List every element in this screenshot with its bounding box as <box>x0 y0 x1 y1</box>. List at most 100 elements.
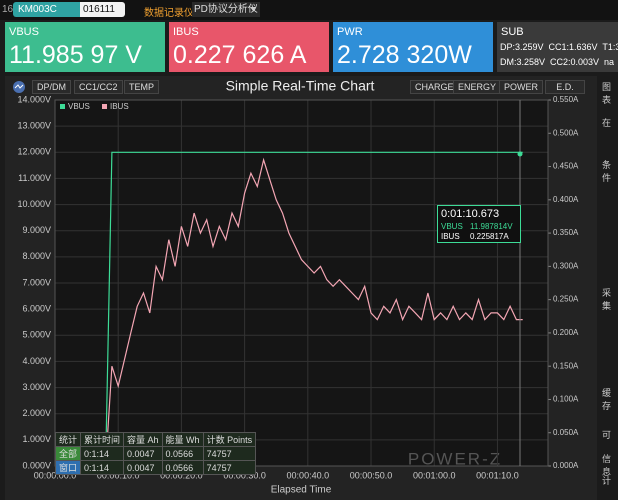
sidebar-label: 缓存 <box>602 388 612 411</box>
x-tick-label: 00:00:10.0 <box>97 470 140 480</box>
y2-tick-label: 0.300A <box>553 261 579 270</box>
toolbar-button[interactable]: DP/DM <box>32 80 71 94</box>
top-bar <box>0 0 618 20</box>
tile-label: SUB <box>501 26 524 38</box>
sidebar-label: 可 <box>602 430 612 440</box>
y-tick-label: 1.000V <box>22 434 51 444</box>
series-line <box>55 151 523 467</box>
y2-tick-label: 0.200A <box>553 328 579 337</box>
stats-cell: 全部 <box>54 446 82 461</box>
y-tick-label: 8.000V <box>22 251 51 261</box>
tile-value: 11.985 97 V <box>9 41 142 69</box>
y-tick-label: 4.000V <box>22 356 51 366</box>
sub-tile: SUB DP:3.259V CC1:1.636V T1:3 DM:3.258V … <box>497 22 618 72</box>
sidebar-label: 计 <box>602 476 612 486</box>
y-tick-label: 6.000V <box>22 304 51 314</box>
y2-tick-label: 0.550A <box>553 95 579 104</box>
cursor-dot <box>517 151 523 157</box>
chart-icon[interactable] <box>12 80 26 94</box>
stats-header: 容量 Ah <box>123 432 163 447</box>
y-tick-label: 5.000V <box>22 330 51 340</box>
sub-line: DP:3.259V CC1:1.636V T1:3 <box>500 42 618 52</box>
toolbar-button[interactable]: TEMP <box>124 80 160 94</box>
y2-tick-label: 0.150A <box>553 361 579 370</box>
tile-label: VBUS <box>9 26 39 38</box>
stats-cell: 0.0566 <box>161 446 204 461</box>
stats-cell: 0.0566 <box>161 460 204 475</box>
y-tick-label: 2.000V <box>22 408 51 418</box>
tooltip: 0:01:10.673 VBUS 11.987814V IBUS 0.22581… <box>437 205 521 243</box>
tile-value: 0.227 626 A <box>173 41 307 69</box>
plot-border <box>54 99 549 467</box>
y-tick-label: 11.000V <box>18 173 51 183</box>
tab[interactable]: PD协议分析仪 <box>192 2 260 17</box>
legend-swatch <box>102 104 107 109</box>
tooltip-value: 0.225817A <box>470 232 509 241</box>
x-tick-label: 00:01:10.0 <box>476 470 519 480</box>
stats-cell: 74757 <box>202 460 257 475</box>
y2-tick-label: 0.000A <box>553 461 579 470</box>
x-tick-label: 00:00:00.0 <box>34 470 77 480</box>
stats-cell: 0.0047 <box>123 460 163 475</box>
x-tick-label: 00:00:30.0 <box>223 470 266 480</box>
tooltip-time: 0:01:10.673 <box>441 208 500 220</box>
device[interactable]: KM003C <box>13 2 80 17</box>
stats-table: 统计 累计时间 容量 Ah 能量 Wh 计数 Points 全部 0:1:14 0.0047… <box>54 432 257 475</box>
y2-tick-label: 0.100A <box>553 395 579 404</box>
y-tick-label: 12.000V <box>17 147 51 157</box>
sidebar-label: 采集 <box>602 288 612 311</box>
sidebar-label: 图表 <box>602 82 612 105</box>
y2-tick-label: 0.400A <box>553 195 579 204</box>
y-tick-label: 0.000V <box>22 460 51 470</box>
legend-swatch <box>60 104 65 109</box>
y-tick-label: 14.000V <box>17 94 51 104</box>
tooltip-label: IBUS <box>441 232 460 241</box>
sidebar-label: 在 <box>602 118 612 128</box>
ibus-tile: IBUS 0.227 626 A <box>169 22 329 72</box>
x-tick-label: 00:00:40.0 <box>287 470 330 480</box>
chart-title: Simple Real-Time Chart <box>226 78 375 94</box>
sidebar-label: 信息 <box>602 454 612 477</box>
tile-label: PWR <box>337 26 363 38</box>
y2-tick-label: 0.450A <box>553 162 579 171</box>
serial: 016111 <box>80 2 125 17</box>
toolbar-button[interactable]: POWER <box>499 80 544 94</box>
legend-label: IBUS <box>110 102 129 111</box>
stats-cell: 0.0047 <box>123 446 163 461</box>
watermark: POWER-Z <box>408 449 502 468</box>
pwr-tile: PWR 2.728 320W <box>333 22 493 72</box>
y2-tick-label: 0.250A <box>553 295 579 304</box>
series-line <box>55 157 523 467</box>
stats-cell: 0:1:14 <box>80 446 125 461</box>
tab[interactable]: 数据记录仪 <box>144 8 194 19</box>
y-tick-label: 3.000V <box>22 382 51 392</box>
y-tick-label: 13.000V <box>17 121 51 131</box>
toolbar-button[interactable]: CC1/CC2 <box>74 80 123 94</box>
legend-label: VBUS <box>68 102 90 111</box>
tooltip-value: 11.987814V <box>470 222 513 231</box>
stats-cell: 74757 <box>202 446 257 461</box>
stats-header: 能量 Wh <box>161 432 204 447</box>
stats-header: 累计时间 <box>80 432 125 447</box>
x-tick-label: 00:00:50.0 <box>350 470 393 480</box>
stats-cell: 0:1:14 <box>80 460 125 475</box>
y2-tick-label: 0.350A <box>553 228 579 237</box>
dropdown-arrow <box>250 7 256 11</box>
port: 16 <box>2 4 14 15</box>
stats-header: 计数 Points <box>202 432 257 447</box>
sidebar-label: 条件 <box>602 160 612 183</box>
vbus-tile: VBUS 11.985 97 V <box>5 22 165 72</box>
y-tick-label: 9.000V <box>22 225 51 235</box>
tile-value: 2.728 320W <box>337 41 472 69</box>
x-tick-label: 00:00:20.0 <box>160 470 203 480</box>
y2-tick-label: 0.050A <box>553 428 579 437</box>
stats-header: 统计 <box>54 432 82 447</box>
tile-label: IBUS <box>173 26 199 38</box>
x-axis-title: Elapsed Time <box>271 485 332 496</box>
y-tick-label: 10.000V <box>17 199 51 209</box>
y2-tick-label: 0.500A <box>553 128 579 137</box>
toolbar-button[interactable]: E.D. <box>545 80 585 94</box>
tooltip-label: VBUS <box>441 222 463 231</box>
sub-line: DM:3.258V CC2:0.003V na <box>500 57 615 67</box>
